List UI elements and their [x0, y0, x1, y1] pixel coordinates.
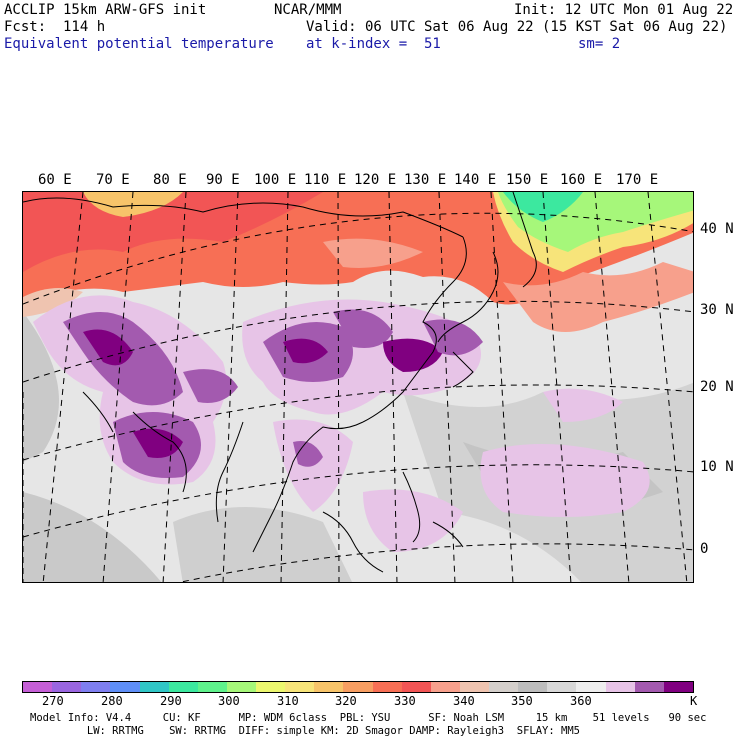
organization-label: NCAR/MMM: [274, 2, 342, 18]
smoothing-label: sm= 2: [578, 36, 621, 52]
purple-region: [333, 309, 393, 348]
colorbar-swatch: [343, 682, 373, 692]
colorbar-swatch: [197, 682, 227, 692]
purple-region: [283, 338, 328, 364]
lon-label: 100 E: [254, 172, 297, 188]
colorbar-label: 270: [42, 694, 64, 708]
colorbar-swatch: [23, 682, 53, 692]
parallel-lines: [23, 212, 693, 582]
colorbar-label: 290: [160, 694, 182, 708]
model-info-line1: Model Info: V4.4 CU: KF MP: WDM 6class P…: [30, 712, 707, 724]
field-name: Equivalent potential temperature: [4, 36, 274, 52]
lon-label: 140 E: [454, 172, 497, 188]
model-title: ACCLIP 15km ARW-GFS init: [4, 2, 207, 18]
colorbar-swatch: [314, 682, 344, 692]
colorbar-swatch: [372, 682, 402, 692]
lat-label: 30 N: [700, 302, 734, 318]
warm-band: [23, 288, 83, 317]
colorbar-swatch: [547, 682, 577, 692]
purple-region: [383, 338, 443, 372]
colorbar-swatch: [401, 682, 431, 692]
colorbar-swatch: [52, 682, 82, 692]
purple-region: [83, 329, 133, 366]
colorbar-label: 320: [335, 694, 357, 708]
field-map: [23, 192, 693, 582]
purple-region: [423, 319, 483, 356]
lon-label: 60 E: [38, 172, 72, 188]
warm-band: [503, 262, 693, 332]
purple-region: [480, 444, 650, 517]
colorbar-swatch: [605, 682, 635, 692]
init-time: Init: 12 UTC Mon 01 Aug 22: [514, 2, 734, 18]
grey-region: [23, 492, 162, 582]
valid-time: Valid: 06 UTC Sat 06 Aug 22 (15 KST Sat …: [306, 19, 728, 35]
colorbar-swatch: [663, 682, 693, 692]
lon-label: 90 E: [206, 172, 240, 188]
colorbar-swatch: [110, 682, 140, 692]
colorbar-label: 340: [453, 694, 475, 708]
colorbar-swatch: [168, 682, 198, 692]
map-panel: [22, 191, 694, 583]
colorbar-label: 300: [218, 694, 240, 708]
lon-label: 120 E: [354, 172, 397, 188]
colorbar-label: 350: [511, 694, 533, 708]
colorbar-swatch: [459, 682, 489, 692]
lat-label: 0: [700, 541, 709, 557]
purple-region: [293, 441, 323, 467]
colorbar-label: 310: [277, 694, 299, 708]
colorbar-swatch: [518, 682, 548, 692]
grey-region: [23, 312, 59, 462]
lon-label: 150 E: [506, 172, 549, 188]
cool-region: [503, 192, 583, 222]
colorbar-label: 360: [570, 694, 592, 708]
purple-region: [133, 428, 183, 458]
colorbar-swatch: [285, 682, 315, 692]
colorbar-swatch: [139, 682, 169, 692]
warm-band: [23, 192, 323, 272]
colorbar-swatch: [576, 682, 606, 692]
lat-label: 20 N: [700, 379, 734, 395]
colorbar-swatch: [226, 682, 256, 692]
colorbar-unit: K: [690, 694, 698, 708]
colorbar-swatch: [489, 682, 519, 692]
lat-label: 40 N: [700, 221, 734, 237]
lon-label: 160 E: [560, 172, 603, 188]
warm-band: [83, 192, 183, 217]
warm-band: [323, 238, 423, 268]
colorbar: [22, 681, 694, 693]
colorbar-label: 330: [394, 694, 416, 708]
coastlines: [23, 192, 537, 573]
colorbar-swatch: [430, 682, 460, 692]
purple-region: [183, 369, 238, 403]
lon-label: 80 E: [153, 172, 187, 188]
level-index: at k-index = 51: [306, 36, 441, 52]
colorbar-label: 280: [101, 694, 123, 708]
forecast-hour: Fcst: 114 h: [4, 19, 106, 35]
lon-label: 130 E: [404, 172, 447, 188]
colorbar-swatch: [634, 682, 664, 692]
purple-region: [363, 489, 463, 552]
lon-label: 70 E: [96, 172, 130, 188]
lon-label: 110 E: [304, 172, 347, 188]
grey-region: [173, 507, 353, 582]
lat-label: 10 N: [700, 459, 734, 475]
lon-label: 170 E: [616, 172, 659, 188]
colorbar-swatch: [256, 682, 286, 692]
model-info-line2: LW: RRTMG SW: RRTMG DIFF: simple KM: 2D …: [30, 725, 580, 737]
colorbar-swatch: [81, 682, 111, 692]
purple-region: [543, 388, 623, 422]
